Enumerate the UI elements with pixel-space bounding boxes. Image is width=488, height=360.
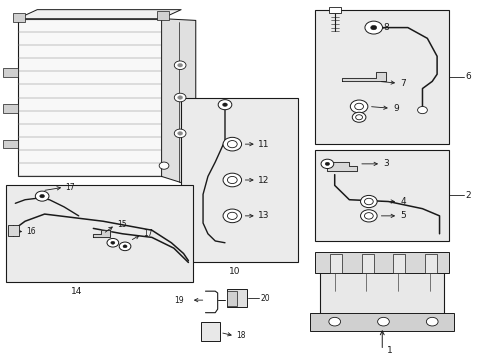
Text: 20: 20 <box>260 294 269 303</box>
Circle shape <box>426 318 437 326</box>
Circle shape <box>227 140 237 148</box>
Circle shape <box>325 162 329 166</box>
Text: 17: 17 <box>65 183 75 192</box>
Circle shape <box>364 198 372 205</box>
Circle shape <box>123 245 127 248</box>
Bar <box>8 225 19 235</box>
Text: 10: 10 <box>228 267 240 276</box>
Bar <box>424 253 436 273</box>
Bar <box>13 13 25 22</box>
Circle shape <box>417 107 427 114</box>
Bar <box>181 98 298 262</box>
Circle shape <box>360 195 376 208</box>
Bar <box>200 321 220 341</box>
Bar <box>328 7 340 13</box>
Text: 11: 11 <box>258 140 269 149</box>
Polygon shape <box>341 72 385 81</box>
Circle shape <box>222 103 227 107</box>
Text: 16: 16 <box>26 228 36 237</box>
Circle shape <box>354 103 363 110</box>
Bar <box>361 253 373 273</box>
Polygon shape <box>161 19 195 187</box>
Text: 9: 9 <box>392 104 398 113</box>
Text: 5: 5 <box>400 211 406 220</box>
Bar <box>320 270 444 323</box>
Circle shape <box>177 63 182 67</box>
Circle shape <box>174 93 185 102</box>
Text: 3: 3 <box>383 159 388 168</box>
Circle shape <box>360 210 376 222</box>
Circle shape <box>355 115 362 120</box>
Circle shape <box>364 213 372 219</box>
Circle shape <box>377 318 388 326</box>
Circle shape <box>364 21 382 34</box>
Polygon shape <box>18 10 181 19</box>
Polygon shape <box>93 230 110 237</box>
Bar <box>227 291 237 306</box>
Circle shape <box>321 159 333 168</box>
Bar <box>315 10 448 144</box>
Circle shape <box>370 25 376 30</box>
Bar <box>3 68 18 77</box>
Text: 6: 6 <box>464 72 469 81</box>
Bar <box>3 140 18 148</box>
Bar <box>5 185 193 282</box>
Circle shape <box>177 132 182 135</box>
Circle shape <box>218 100 231 110</box>
Circle shape <box>35 191 49 201</box>
Circle shape <box>174 129 185 138</box>
Circle shape <box>227 212 237 220</box>
Circle shape <box>111 241 115 244</box>
Circle shape <box>223 173 241 187</box>
Circle shape <box>227 176 237 184</box>
Text: 18: 18 <box>235 332 244 341</box>
Circle shape <box>223 209 241 223</box>
Text: 4: 4 <box>400 197 406 206</box>
Bar <box>3 104 18 113</box>
Bar <box>329 253 341 273</box>
Text: 17: 17 <box>143 229 153 238</box>
Bar <box>315 252 448 273</box>
Bar <box>157 12 168 21</box>
Text: 15: 15 <box>117 220 126 229</box>
Bar <box>310 313 453 330</box>
Text: 8: 8 <box>383 23 388 32</box>
Circle shape <box>107 238 119 247</box>
Circle shape <box>349 100 367 113</box>
Text: 19: 19 <box>173 296 183 305</box>
Circle shape <box>351 112 365 122</box>
Circle shape <box>159 162 168 169</box>
Text: 13: 13 <box>258 211 269 220</box>
Polygon shape <box>327 162 356 171</box>
Circle shape <box>328 318 340 326</box>
Circle shape <box>223 137 241 151</box>
Circle shape <box>119 242 131 251</box>
Text: 12: 12 <box>258 176 269 185</box>
Bar <box>18 19 161 176</box>
Bar <box>227 289 246 307</box>
Text: 1: 1 <box>386 346 392 355</box>
Circle shape <box>177 96 182 99</box>
Text: 7: 7 <box>400 79 406 88</box>
Bar <box>315 149 448 241</box>
Text: 14: 14 <box>71 287 82 296</box>
Circle shape <box>174 61 185 69</box>
Bar <box>392 253 405 273</box>
Text: 2: 2 <box>464 191 469 200</box>
Circle shape <box>40 194 44 198</box>
